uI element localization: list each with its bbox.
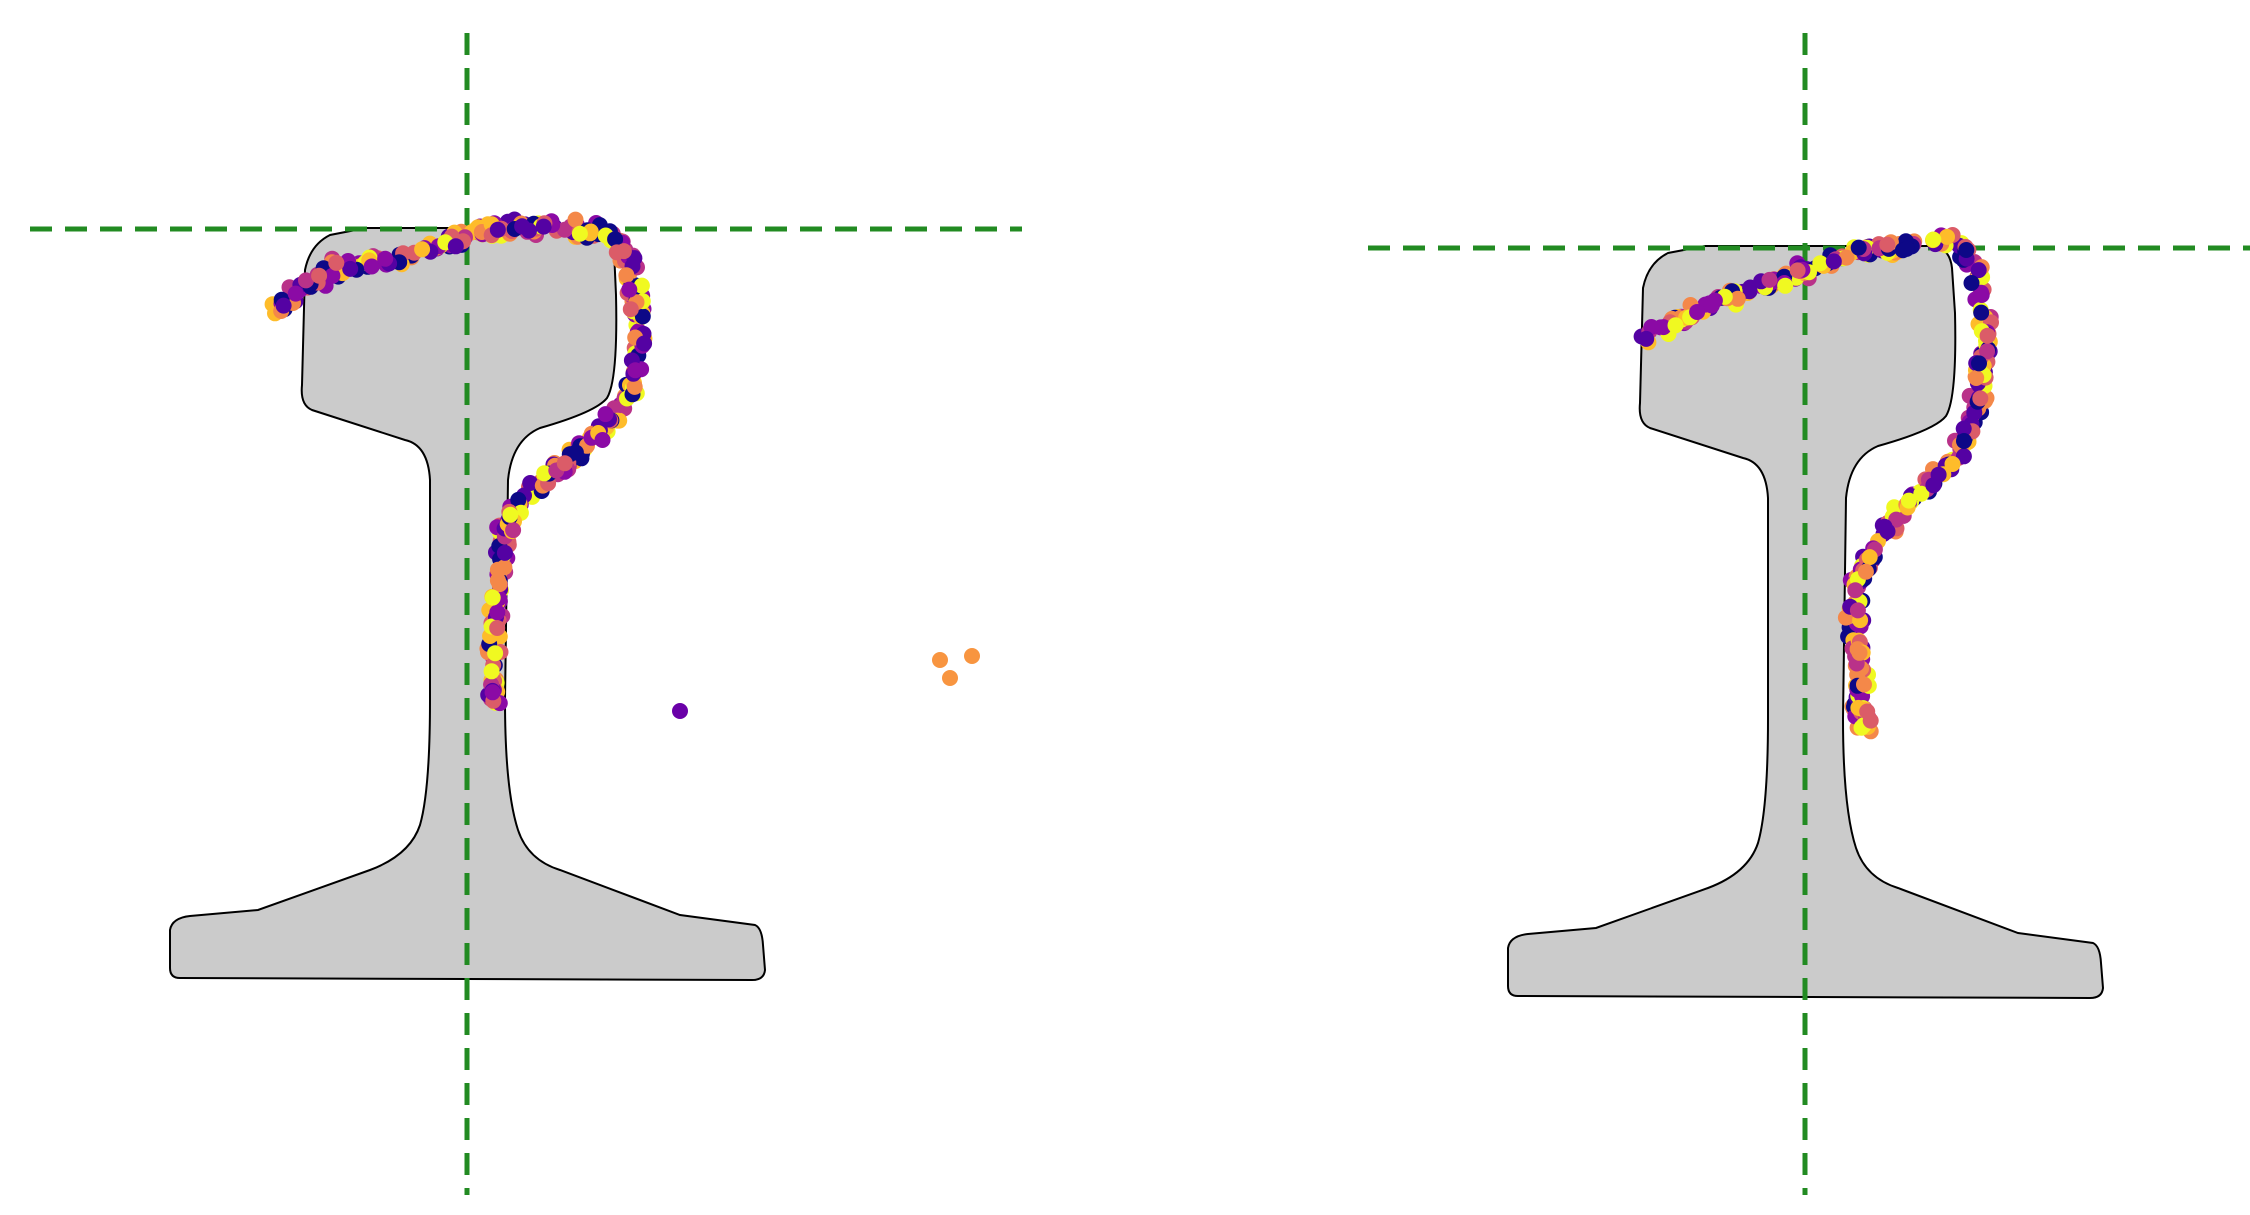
wear-point: [621, 281, 638, 298]
wear-point: [1971, 355, 1987, 372]
wear-point: [1879, 236, 1896, 253]
wear-point: [1847, 582, 1864, 599]
wear-point: [567, 444, 584, 461]
wear-point: [1925, 231, 1942, 248]
wear-point: [342, 260, 359, 277]
wear-point: [1970, 262, 1987, 279]
wear-point: [328, 254, 345, 271]
outlier-point: [964, 648, 980, 664]
wear-point: [1955, 420, 1972, 437]
wear-point: [363, 258, 380, 275]
outlier-point: [672, 703, 688, 719]
wear-point: [1689, 304, 1706, 320]
left-wear-points: [264, 211, 980, 719]
wear-point: [1859, 703, 1876, 720]
wear-point: [627, 362, 644, 379]
wear-point: [484, 589, 501, 606]
wear-point: [1900, 492, 1917, 509]
wear-point: [447, 238, 464, 255]
outlier-point: [932, 652, 948, 668]
right-panel: [1368, 33, 2250, 1195]
wear-point: [1655, 319, 1672, 336]
wear-point: [311, 267, 328, 284]
wear-point: [491, 576, 508, 593]
wear-point: [571, 225, 588, 242]
wear-point: [483, 663, 500, 680]
wear-point: [622, 301, 639, 318]
wear-point: [287, 285, 304, 302]
wear-point: [1925, 477, 1942, 494]
wear-point: [634, 308, 651, 325]
wear-point: [633, 277, 650, 294]
wear-point: [594, 432, 611, 448]
wear-point: [1703, 297, 1720, 314]
wear-point: [1979, 327, 1996, 344]
wear-point: [1638, 330, 1655, 347]
wear-point: [489, 561, 506, 578]
wear-point: [535, 218, 552, 235]
wear-point: [1958, 242, 1975, 258]
right-wear-points: [1633, 227, 1999, 740]
wear-point: [1963, 275, 1980, 291]
wear-point: [514, 218, 531, 235]
wear-point: [489, 620, 506, 636]
wear-point: [275, 297, 292, 314]
wear-point: [1825, 253, 1842, 270]
wear-point: [1851, 644, 1868, 661]
wear-point: [484, 684, 501, 701]
wear-point: [536, 465, 553, 482]
wear-point: [1968, 370, 1985, 386]
wear-point: [1729, 290, 1746, 307]
wear-point: [1850, 239, 1867, 256]
wear-point: [1812, 255, 1829, 272]
left-panel: [30, 33, 1022, 1195]
wear-point: [615, 243, 632, 260]
wear-point: [556, 221, 573, 238]
wear-point: [1667, 317, 1684, 334]
wear-point: [1838, 249, 1855, 266]
wear-point: [1955, 448, 1972, 465]
wear-point: [1939, 228, 1955, 245]
wear-point: [377, 250, 394, 267]
wear-point: [1972, 390, 1989, 407]
wear-point: [1956, 433, 1972, 449]
wear-point: [489, 604, 506, 621]
wear-point: [489, 221, 506, 238]
wear-point: [298, 272, 314, 289]
wear-point: [505, 522, 522, 539]
wear-point: [567, 211, 584, 228]
wear-point: [607, 231, 624, 248]
wear-point: [1761, 271, 1778, 288]
wear-point: [556, 455, 573, 472]
right-rail-profile: [1507, 245, 2105, 1000]
wear-point: [1861, 549, 1878, 566]
wear-point: [1888, 511, 1905, 528]
wear-point: [1898, 240, 1915, 257]
wear-point: [1789, 262, 1806, 279]
wear-point: [1879, 523, 1896, 540]
wear-point: [1777, 277, 1794, 294]
wear-point: [618, 267, 635, 284]
wear-point: [502, 506, 519, 523]
wear-point: [487, 645, 504, 662]
wear-point: [626, 378, 643, 395]
wear-point: [324, 267, 341, 284]
wear-point: [1913, 485, 1930, 502]
wear-point: [1856, 676, 1872, 693]
wear-point: [414, 241, 431, 258]
wear-point: [1979, 343, 1996, 360]
wear-point: [1857, 563, 1874, 580]
wear-point: [1944, 456, 1961, 472]
wear-point: [597, 406, 614, 423]
outlier-point: [942, 670, 958, 686]
wear-point: [1973, 304, 1990, 321]
wear-point: [1849, 602, 1866, 619]
wear-point: [496, 544, 513, 561]
wear-point: [636, 335, 653, 352]
wear-point: [522, 475, 539, 491]
